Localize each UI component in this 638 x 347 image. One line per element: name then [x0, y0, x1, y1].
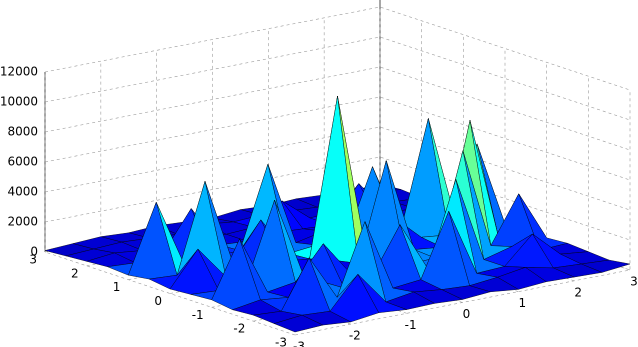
- x-tick-label: 0: [463, 307, 471, 321]
- y-tick-label: -1: [192, 308, 204, 322]
- z-tick-label: 2000: [7, 215, 38, 229]
- surface-patch: [273, 314, 324, 333]
- grid-line: [44, 156, 631, 241]
- grid-line: [44, 126, 631, 211]
- y-tick-label: -2: [233, 322, 245, 336]
- grid-line: [44, 96, 631, 181]
- z-tick-label: 4000: [7, 185, 38, 199]
- x-tick-label: -1: [405, 318, 417, 332]
- z-tick-label: 12000: [0, 65, 38, 79]
- grid-line: [44, 36, 631, 121]
- z-tick-label: 10000: [0, 95, 38, 109]
- y-tick-label: -3: [275, 336, 287, 347]
- x-tick-label: 1: [519, 296, 527, 310]
- y-tick-label: 0: [154, 294, 162, 308]
- x-tick-label: -3: [293, 340, 305, 347]
- y-tick-label: 3: [29, 253, 37, 267]
- z-tick-label: 8000: [7, 125, 38, 139]
- y-tick-label: 1: [113, 280, 121, 294]
- z-tick-label: 6000: [7, 155, 38, 169]
- x-tick-label: 2: [574, 285, 582, 299]
- z-tick-label: 0: [30, 245, 38, 259]
- grid-line: [44, 6, 631, 91]
- y-tick-label: 2: [71, 266, 79, 280]
- x-tick-label: -2: [349, 329, 361, 343]
- grid-line: [44, 66, 631, 151]
- x-tick-label: 3: [630, 275, 638, 289]
